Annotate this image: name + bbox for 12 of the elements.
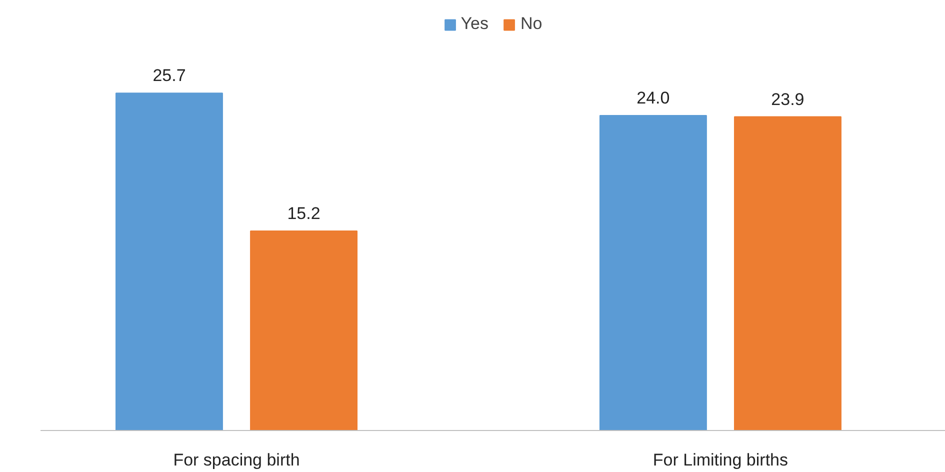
bar [734,116,842,430]
data-label: 25.7 [152,66,186,86]
bar [599,114,707,430]
legend-label: Yes [460,14,488,34]
legend-label: No [520,14,542,34]
bar [115,92,223,430]
x-tick-label: For Limiting births [652,450,788,470]
bar [250,230,358,430]
data-label: 24.0 [636,88,670,108]
x-tick-label: For spacing birth [173,450,300,470]
data-label: 15.2 [287,204,320,223]
data-label: 23.9 [771,90,804,109]
